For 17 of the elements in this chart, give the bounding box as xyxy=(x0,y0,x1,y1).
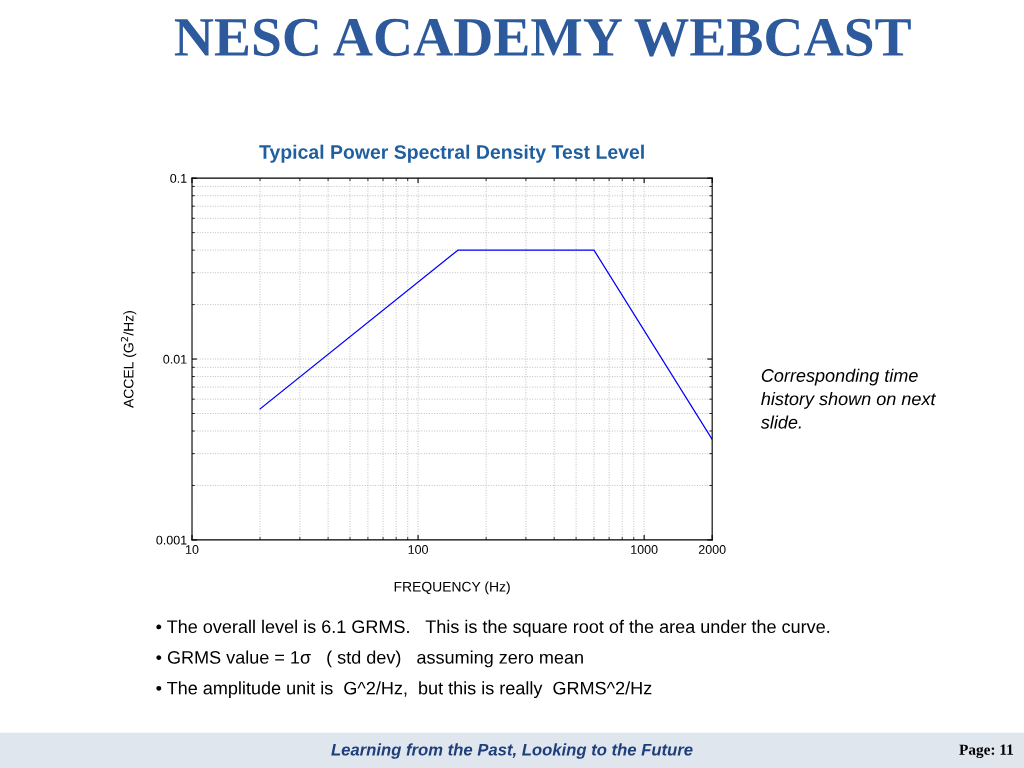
y-tick-label: 0.001 xyxy=(156,535,187,545)
text: Learning from the Past, Looking to the Future xyxy=(331,743,693,759)
text: • GRMS value = 1σ ( std dev) assuming zero mean xyxy=(156,650,583,668)
x-tick-label: 100 xyxy=(408,545,429,554)
x-tick-label: 2000 xyxy=(698,545,726,554)
y-tick-label: 0.1 xyxy=(170,173,187,183)
text: Corresponding time history shown on next slide. xyxy=(760,368,937,429)
text: • The overall level is 6.1 GRMS. This is the square root of the area under the curve. xyxy=(156,619,830,637)
text: • The amplitude unit is G^2/Hz, but this is really GRMS^2/Hz xyxy=(156,681,652,699)
x-tick-label: 1000 xyxy=(631,545,658,554)
y-tick-label: 0.01 xyxy=(163,354,187,364)
chart-title: Typical Power Spectral Density Test Level xyxy=(259,144,644,163)
text: NESC ACADEMY WEBCAST xyxy=(174,18,911,57)
x-tick-label: 10 xyxy=(186,545,199,554)
y-axis-title: ACCEL (G$^{2}$/Hz) xyxy=(120,311,137,408)
text: Page: 11 xyxy=(959,744,1013,759)
x-axis-title: FREQUENCY (Hz) xyxy=(394,581,510,595)
